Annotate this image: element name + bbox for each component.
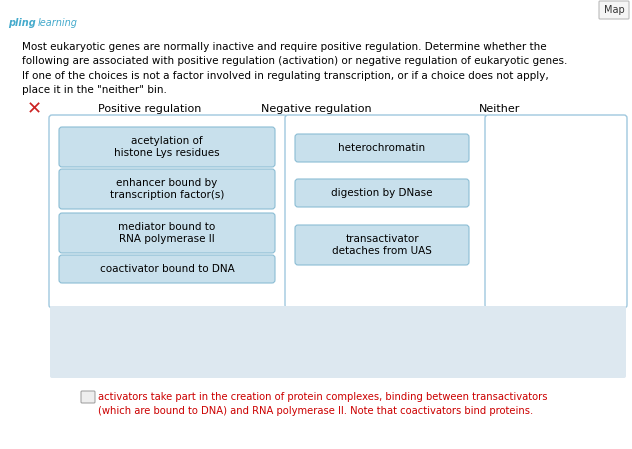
FancyBboxPatch shape	[59, 169, 275, 209]
Text: mediator bound to
RNA polymerase II: mediator bound to RNA polymerase II	[118, 222, 216, 244]
FancyBboxPatch shape	[59, 127, 275, 167]
FancyBboxPatch shape	[285, 115, 487, 308]
Text: ✕: ✕	[27, 100, 42, 118]
FancyBboxPatch shape	[295, 225, 469, 265]
FancyBboxPatch shape	[49, 115, 287, 308]
Text: learning: learning	[38, 18, 78, 28]
FancyBboxPatch shape	[59, 213, 275, 253]
Text: Most eukaryotic genes are normally inactive and require positive regulation. Det: Most eukaryotic genes are normally inact…	[22, 42, 568, 95]
Text: pling: pling	[8, 18, 36, 28]
FancyBboxPatch shape	[295, 134, 469, 162]
FancyBboxPatch shape	[599, 1, 629, 19]
Text: Neither: Neither	[479, 104, 521, 114]
Text: Positive regulation: Positive regulation	[99, 104, 202, 114]
Text: heterochromatin: heterochromatin	[339, 143, 425, 153]
Text: coactivator bound to DNA: coactivator bound to DNA	[100, 264, 234, 274]
Text: Negative regulation: Negative regulation	[260, 104, 372, 114]
FancyBboxPatch shape	[295, 179, 469, 207]
FancyBboxPatch shape	[59, 255, 275, 283]
FancyBboxPatch shape	[50, 306, 626, 378]
Text: digestion by DNase: digestion by DNase	[331, 188, 433, 198]
FancyBboxPatch shape	[81, 391, 95, 403]
Text: transactivator
detaches from UAS: transactivator detaches from UAS	[332, 234, 432, 256]
Text: activators take part in the creation of protein complexes, binding between trans: activators take part in the creation of …	[98, 392, 547, 416]
Text: Map: Map	[604, 5, 624, 15]
Text: acetylation of
histone Lys residues: acetylation of histone Lys residues	[114, 136, 220, 158]
Text: enhancer bound by
transcription factor(s): enhancer bound by transcription factor(s…	[110, 178, 224, 200]
FancyBboxPatch shape	[485, 115, 627, 308]
